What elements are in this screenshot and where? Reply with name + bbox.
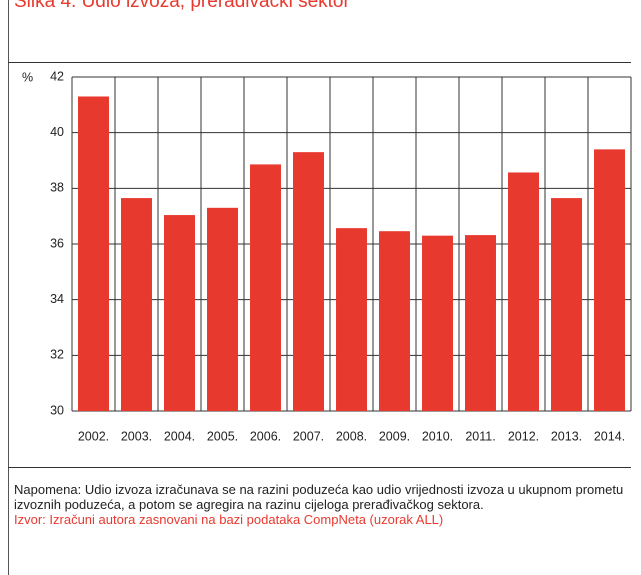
x-tick-label: 2005.: [207, 429, 238, 443]
x-tick-label: 2002.: [78, 429, 109, 443]
bar: [164, 215, 195, 411]
x-tick-label: 2013.: [551, 429, 582, 443]
y-tick-label: 38: [50, 181, 64, 195]
bar: [250, 164, 281, 411]
x-tick-label: 2014.: [594, 429, 625, 443]
y-tick-label: 34: [50, 292, 64, 306]
x-tick-label: 2009.: [379, 429, 410, 443]
source: Izvor: Izračuni autora zasnovani na bazi…: [14, 512, 444, 527]
x-tick-label: 2004.: [164, 429, 195, 443]
bar: [121, 198, 152, 411]
x-tick-label: 2008.: [336, 429, 367, 443]
y-tick-label: 32: [50, 348, 64, 362]
chart-title: Slika 4. Udio izvoza, prerađivački sekto…: [14, 0, 350, 12]
notes: Napomena: Udio izvoza izračunava se na r…: [14, 482, 629, 527]
bar: [594, 149, 625, 411]
x-tick-label: 2003.: [121, 429, 152, 443]
x-tick-label: 2006.: [250, 429, 281, 443]
x-tick-label: 2012.: [508, 429, 539, 443]
bar: [336, 228, 367, 411]
y-tick-label: 36: [50, 236, 64, 250]
bar: [379, 231, 410, 411]
note: Napomena: Udio izvoza izračunava se na r…: [14, 482, 624, 512]
x-tick-label: 2010.: [422, 429, 453, 443]
bar: [78, 96, 109, 411]
y-tick-label: 30: [50, 403, 64, 417]
y-tick-label: 42: [50, 69, 64, 83]
bar: [207, 207, 238, 411]
x-tick-label: 2007.: [293, 429, 324, 443]
y-unit: %: [22, 70, 33, 84]
bar: [551, 198, 582, 411]
bar: [508, 172, 539, 411]
bar: [422, 235, 453, 411]
x-tick-label: 2011.: [465, 429, 495, 443]
y-tick-label: 40: [50, 125, 64, 139]
bar: [293, 152, 324, 411]
bar: [465, 235, 496, 411]
